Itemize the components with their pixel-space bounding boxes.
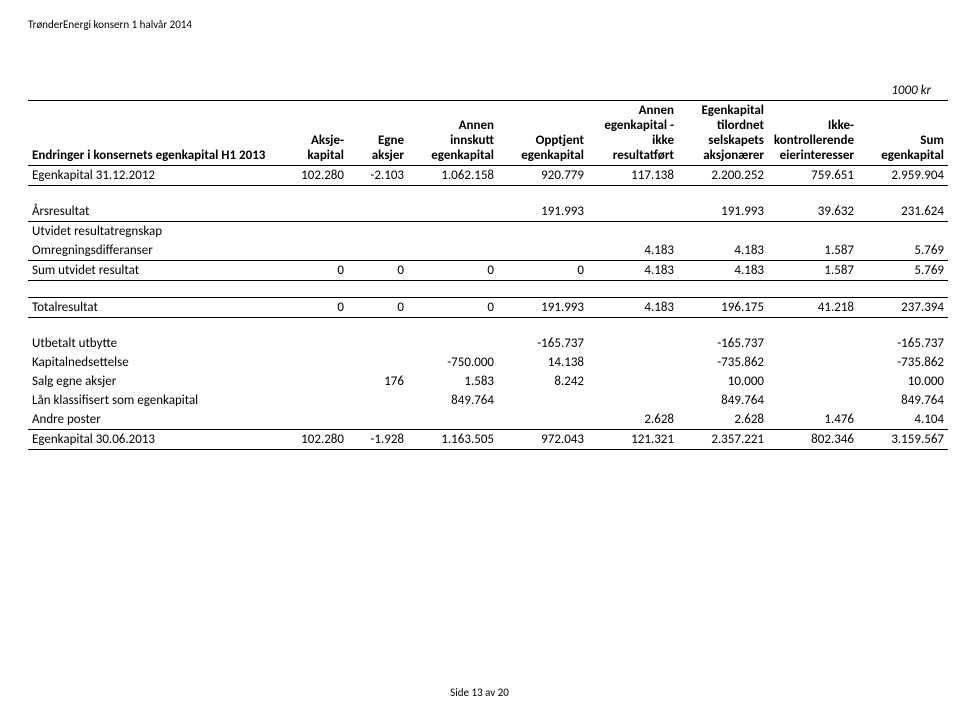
row-utvidet-header: Utvidet resultatregnskap <box>28 222 948 242</box>
row-andre-poster: Andre poster 2.628 2.628 1.476 4.104 <box>28 410 948 430</box>
cell-label: Omregningsdifferanser <box>28 241 278 261</box>
row-sum-utvidet: Sum utvidet resultat 0 0 0 0 4.183 4.183… <box>28 261 948 281</box>
row-utbetalt-utbytte: Utbetalt utbytte -165.737 -165.737 -165.… <box>28 334 948 353</box>
unit-label: 1000 kr <box>28 83 931 98</box>
cell-label: Utbetalt utbytte <box>28 334 278 353</box>
col-opptjent: Opptjentegenkapital <box>498 101 588 166</box>
document-header: TrønderEnergi konsern 1 halvår 2014 <box>28 18 931 31</box>
page: TrønderEnergi konsern 1 halvår 2014 1000… <box>0 0 959 709</box>
cell-label: Egenkapital 31.12.2012 <box>28 166 278 186</box>
cell-label: Andre poster <box>28 410 278 430</box>
cell-label: Egenkapital 30.06.2013 <box>28 430 278 450</box>
cell-label: Kapitalnedsettelse <box>28 353 278 372</box>
col-tilordnet: Egenkapitaltilordnetselskapetsaksjonærer <box>678 101 768 166</box>
row-closing: Egenkapital 30.06.2013 102.280 -1.928 1.… <box>28 430 948 450</box>
col-egne-aksjer: Egneaksjer <box>348 101 408 166</box>
row-kapitalnedsettelse: Kapitalnedsettelse -750.000 14.138 -735.… <box>28 353 948 372</box>
equity-table: Endringer i konsernets egenkapital H1 20… <box>28 100 948 450</box>
row-totalresultat: Totalresultat 0 0 0 191.993 4.183 196.17… <box>28 298 948 318</box>
page-footer: Side 13 av 20 <box>0 686 959 699</box>
cell-label: Utvidet resultatregnskap <box>28 222 278 242</box>
col-annen-innskutt: Anneninnskuttegenkapital <box>408 101 498 166</box>
col-annen-ikke: Annenegenkapital -ikkeresultatført <box>588 101 678 166</box>
col-ikke-kontroll: Ikke-kontrollerendeeierinteresser <box>768 101 858 166</box>
row-salg-egne-aksjer: Salg egne aksjer 176 1.583 8.242 10.000 … <box>28 372 948 391</box>
cell-label: Salg egne aksjer <box>28 372 278 391</box>
col-sum: Sumegenkapital <box>858 101 948 166</box>
row-opening: Egenkapital 31.12.2012 102.280 -2.103 1.… <box>28 166 948 186</box>
col-label: Endringer i konsernets egenkapital H1 20… <box>28 101 278 166</box>
col-aksjekapital: Aksje-kapital <box>278 101 348 166</box>
row-arsresultat: Årsresultat 191.993 191.993 39.632 231.6… <box>28 202 948 222</box>
cell-label: Årsresultat <box>28 202 278 222</box>
cell-label: Sum utvidet resultat <box>28 261 278 281</box>
table-header-row: Endringer i konsernets egenkapital H1 20… <box>28 101 948 166</box>
row-omregning: Omregningsdifferanser 4.183 4.183 1.587 … <box>28 241 948 261</box>
cell-label: Totalresultat <box>28 298 278 318</box>
row-lan-egenkapital: Lån klassifisert som egenkapital 849.764… <box>28 391 948 410</box>
cell-label: Lån klassifisert som egenkapital <box>28 391 278 410</box>
